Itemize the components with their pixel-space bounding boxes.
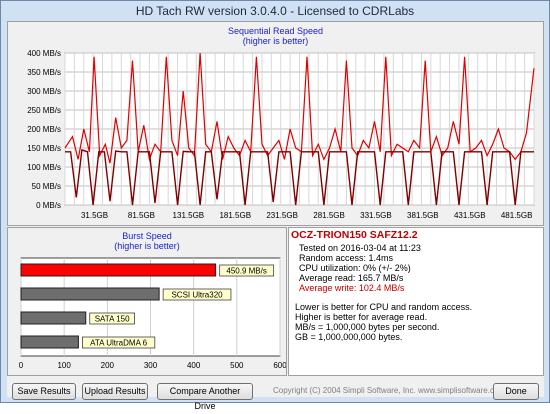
y-tick-label: 250 MB/s [27, 106, 61, 115]
x-tick-label: 331.5GB [360, 211, 392, 220]
compare-drive-button[interactable]: Compare Another Drive [157, 383, 253, 411]
note-mbs: MB/s = 1,000,000 bytes per second. [295, 322, 440, 332]
x-tick-label: 31.5GB [81, 211, 108, 220]
x-tick-label: 431.5GB [454, 211, 486, 220]
write-series-line [65, 148, 534, 206]
y-tick-label: 400 MB/s [27, 49, 61, 58]
x-tick-label: 231.5GB [266, 211, 298, 220]
tested-date: Tested on 2016-03-04 at 11:23 [299, 243, 421, 253]
cpu-utilization: CPU utilization: 0% (+/- 2%) [299, 263, 411, 273]
y-tick-label: 100 MB/s [27, 163, 61, 172]
burst-x-tick-label: 0 [19, 361, 24, 370]
drive-name: OCZ-TRION150 SAFZ12.2 [291, 229, 418, 241]
copyright-text: Copyright (C) 2004 Simpli Software, Inc.… [273, 386, 506, 395]
y-tick-label: 300 MB/s [27, 87, 61, 96]
burst-bar-label-box [219, 264, 275, 277]
burst-bar [20, 335, 79, 349]
burst-x-tick-label: 300 [144, 361, 158, 370]
burst-bar-label: ATA UltraDMA 6 [90, 339, 148, 348]
x-tick-label: 281.5GB [313, 211, 345, 220]
burst-chart-panel: Burst Speed (higher is better) 0 100 200 30… [7, 227, 287, 376]
burst-bar-label: SATA 150 [95, 315, 130, 324]
x-tick-label: 381.5GB [407, 211, 439, 220]
upload-results-button[interactable]: Upload Results [82, 383, 148, 400]
burst-bar [20, 311, 87, 325]
burst-x-tick-label: 200 [101, 361, 115, 370]
note-gb: GB = 1,000,000,000 bytes. [295, 332, 403, 342]
average-write: Average write: 102.4 MB/s [299, 283, 405, 293]
title-bar: HD Tach RW version 3.0.4.0 - Licensed to… [135, 4, 415, 18]
read-series-line [64, 52, 535, 164]
read-chart: 0 MB/s 50 MB/s 100 MB/s 150 MB/s 200 MB/s 250… [27, 49, 535, 220]
x-tick-label: 181.5GB [219, 211, 251, 220]
x-tick-label: 81.5GB [128, 211, 155, 220]
client-area: Sequential Read Speed (higher is better)… [7, 21, 544, 411]
note-read: Higher is better for average read. [295, 312, 428, 322]
burst-bar-label: 450.9 MB/s [226, 267, 266, 276]
random-access: Random access: 1.4ms [299, 253, 394, 263]
burst-x-tick-label: 500 [230, 361, 244, 370]
results-info-panel: OCZ-TRION150 SAFZ12.2 Tested on 2016-03-… [288, 227, 544, 376]
read-chart-title: Sequential Read Speed [227, 26, 324, 36]
burst-bar [20, 287, 160, 301]
read-chart-subtitle: (higher is better) [242, 36, 309, 46]
y-tick-label: 350 MB/s [27, 68, 61, 77]
note-cpu: Lower is better for CPU and random acces… [295, 302, 473, 312]
x-tick-label: 131.5GB [173, 211, 205, 220]
burst-x-tick-label: 100 [57, 361, 71, 370]
burst-chart: 0 100 200 300 400 500 600 450.9 MB/s SCSI Ultra3… [19, 257, 286, 370]
burst-bar-label-box [82, 336, 156, 349]
burst-chart-subtitle: (higher is better) [114, 241, 180, 251]
burst-x-tick-label: 600 [273, 361, 286, 370]
y-tick-label: 50 MB/s [32, 182, 61, 191]
y-tick-label: 200 MB/s [27, 125, 61, 134]
y-tick-label: 150 MB/s [27, 144, 61, 153]
average-read: Average read: 165.7 MB/s [299, 273, 404, 283]
x-tick-label: 481.5GB [501, 211, 533, 220]
burst-bar-label-box [162, 288, 232, 301]
y-tick-label: 0 MB/s [36, 201, 61, 210]
done-button[interactable]: Done [493, 383, 539, 400]
burst-chart-title: Burst Speed [122, 231, 172, 241]
burst-bar-label-box [89, 312, 135, 325]
read-chart-panel: Sequential Read Speed (higher is better)… [7, 21, 544, 226]
save-results-button[interactable]: Save Results [12, 383, 76, 400]
burst-bar-label: SCSI Ultra320 [171, 291, 223, 300]
burst-bar [20, 263, 217, 277]
burst-x-tick-label: 400 [187, 361, 201, 370]
